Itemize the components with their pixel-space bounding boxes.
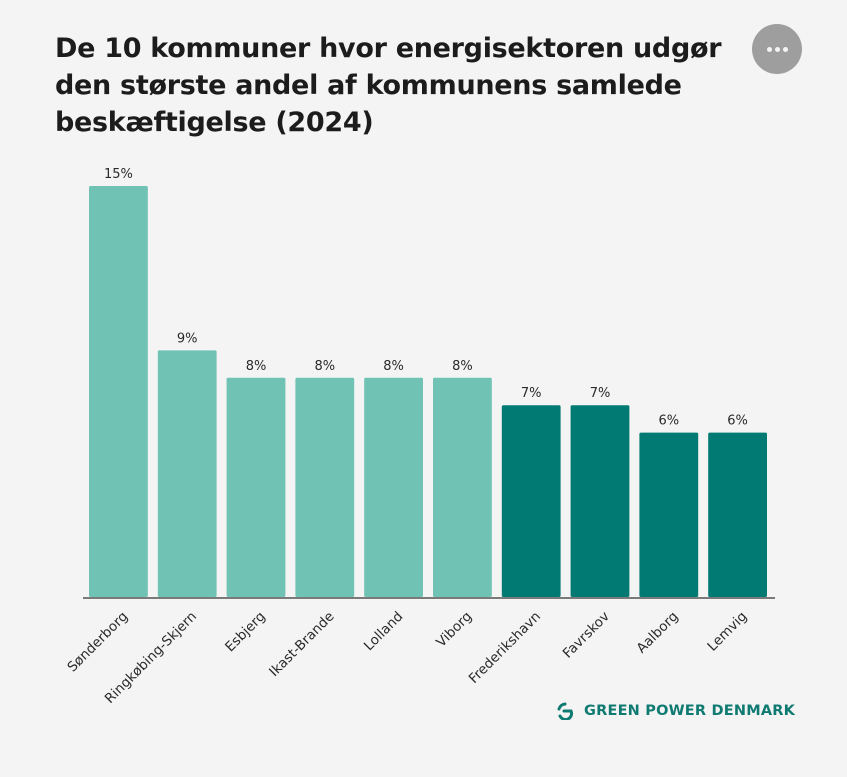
category-label: Ikast-Brande xyxy=(266,609,337,680)
value-labels-group: 15% 9% 8% 8% 8% 8% 7% 7% 6% 6% xyxy=(104,167,748,429)
category-label: Lolland xyxy=(361,609,407,655)
bar-favrskov[interactable] xyxy=(570,405,630,597)
brand-name: GREEN POWER DENMARK xyxy=(584,703,796,719)
bar-aalborg[interactable] xyxy=(639,432,699,597)
value-label: 8% xyxy=(246,359,267,374)
more-horizontal-icon xyxy=(766,46,788,52)
value-label: 8% xyxy=(383,359,404,374)
bar-sønderborg[interactable] xyxy=(89,186,148,597)
category-label: Lemvig xyxy=(704,609,750,655)
category-label: Sønderborg xyxy=(64,609,131,676)
value-label: 7% xyxy=(590,386,611,401)
bar-esbjerg[interactable] xyxy=(226,377,286,597)
chart-title: De 10 kommuner hvor energisektoren udgør… xyxy=(55,33,722,138)
more-options-button[interactable] xyxy=(752,24,802,74)
brand-logo: GREEN POWER DENMARK xyxy=(556,702,795,720)
category-label: Favrskov xyxy=(560,609,613,662)
bar-viborg[interactable] xyxy=(433,377,492,597)
bar-ikast-brande[interactable] xyxy=(295,377,355,597)
bar-lemvig[interactable] xyxy=(708,432,767,597)
bars-group xyxy=(89,186,767,597)
value-label: 8% xyxy=(314,359,335,374)
value-label: 7% xyxy=(521,386,542,401)
value-label: 6% xyxy=(727,414,748,429)
bar-lolland[interactable] xyxy=(364,377,423,597)
value-label: 8% xyxy=(452,359,473,374)
category-label: Viborg xyxy=(433,609,475,651)
green-power-denmark-logo-icon xyxy=(557,702,574,720)
category-label: Esbjerg xyxy=(222,609,269,656)
bar-ringkøbing-skjern[interactable] xyxy=(157,350,217,597)
value-label: 6% xyxy=(658,414,679,429)
category-label: Aalborg xyxy=(634,609,682,657)
value-label: 15% xyxy=(104,167,133,182)
bar-frederikshavn[interactable] xyxy=(501,405,561,597)
value-label: 9% xyxy=(177,331,198,346)
category-label: Frederikshavn xyxy=(466,609,544,687)
